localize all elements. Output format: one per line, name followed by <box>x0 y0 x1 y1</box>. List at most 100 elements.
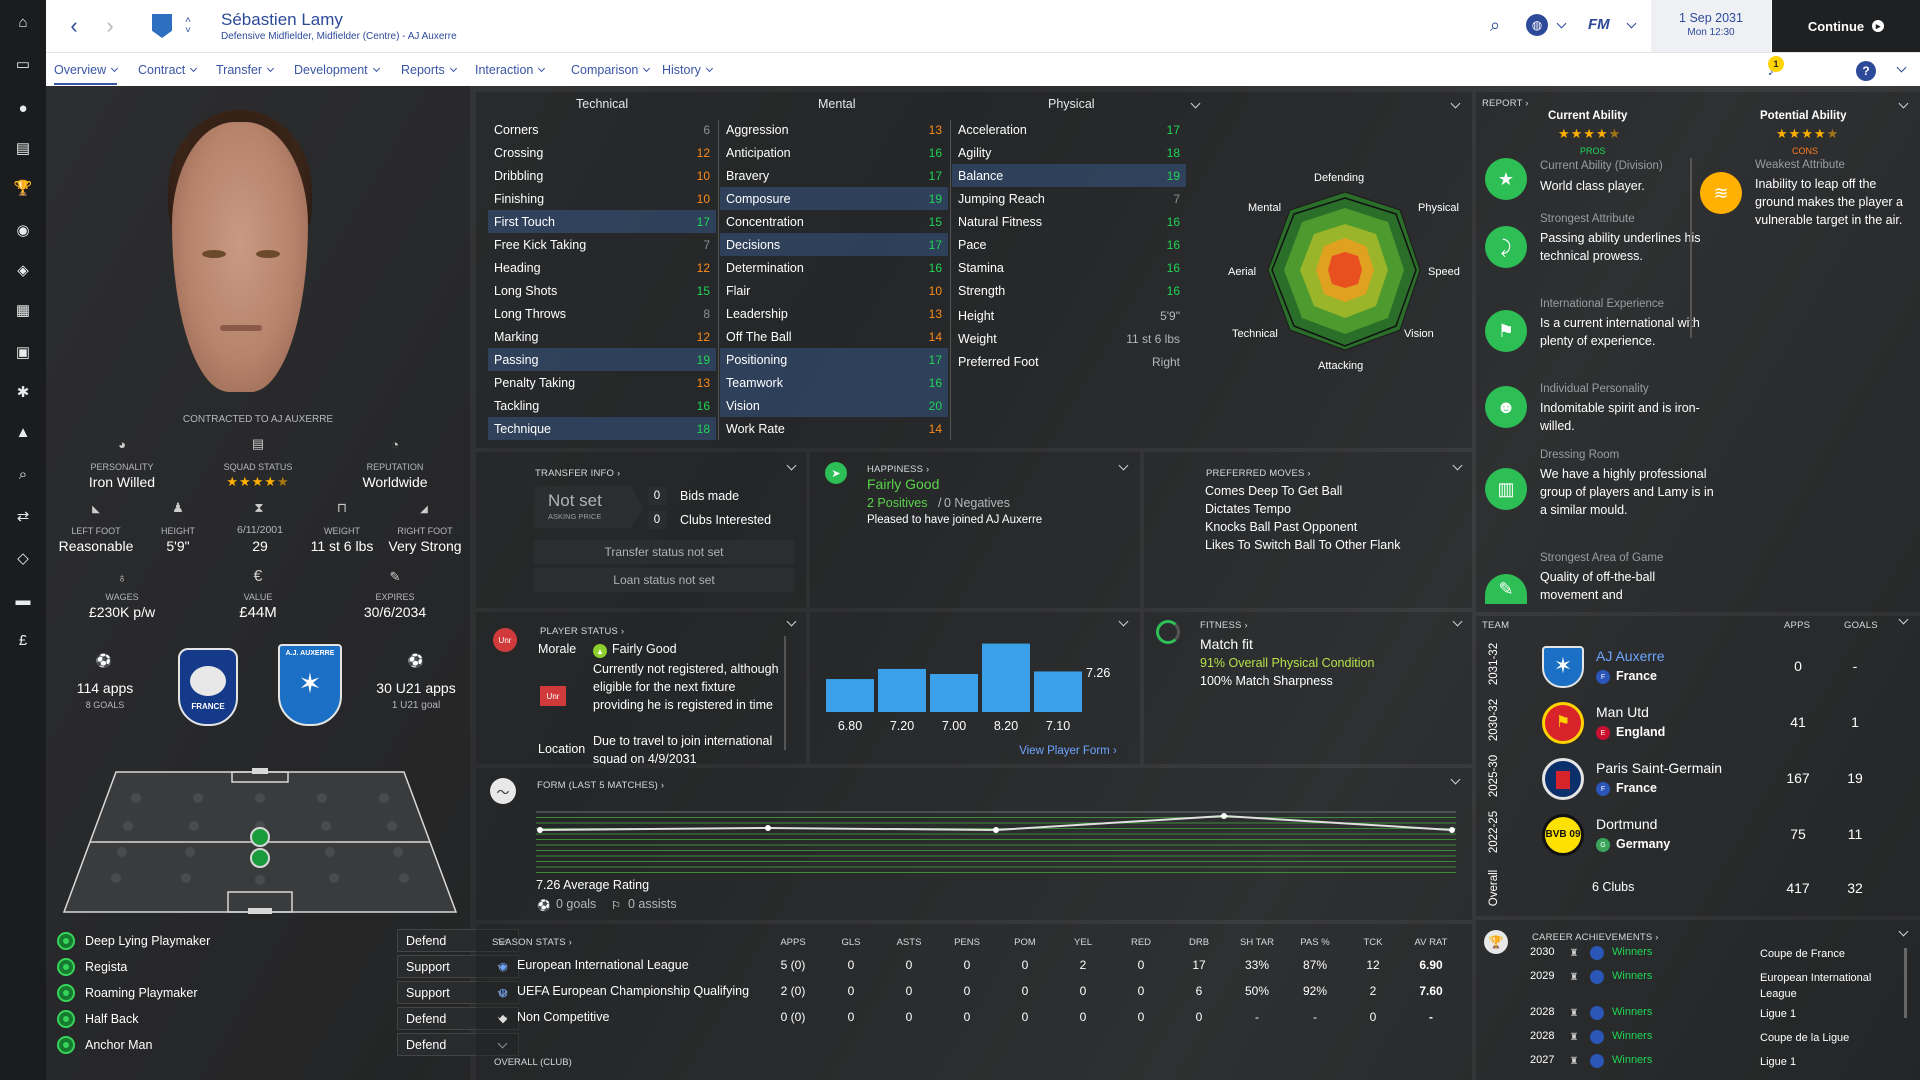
competitions-icon[interactable]: 🏆 <box>13 180 33 197</box>
attribute-row[interactable]: Corners 6 <box>488 118 716 141</box>
loan-status-button[interactable]: Loan status not set <box>534 568 794 592</box>
attribute-row[interactable]: Height 5'9" <box>952 304 1186 327</box>
home-icon[interactable]: ⌂ <box>18 13 28 31</box>
attribute-row[interactable]: Jumping Reach 7 <box>952 187 1186 210</box>
pros-scrollbar[interactable] <box>1690 158 1692 338</box>
form-point[interactable] <box>537 827 543 833</box>
fm-chevron-down-icon[interactable] <box>1626 18 1637 29</box>
schedule-icon[interactable]: ▤ <box>15 140 31 157</box>
attribute-row[interactable]: Stamina 16 <box>952 256 1186 279</box>
role-row[interactable]: Anchor Man Defend <box>57 1032 519 1057</box>
data-hub-icon[interactable]: ▣ <box>15 344 31 361</box>
tab-reports[interactable]: Reports <box>401 63 457 77</box>
attribute-row[interactable]: Preferred Foot Right <box>952 350 1186 373</box>
form-point[interactable] <box>1221 813 1227 819</box>
attribute-row[interactable]: Free Kick Taking 7 <box>488 233 716 256</box>
attribute-row[interactable]: Balance 19 <box>952 164 1186 187</box>
form-bar[interactable] <box>878 668 926 712</box>
scouting-icon[interactable]: ⌕ <box>18 465 28 483</box>
club-name[interactable]: Man Utd <box>1596 704 1649 720</box>
attribute-row[interactable]: Leadership 13 <box>720 302 948 325</box>
form-bar[interactable] <box>826 679 874 712</box>
status-scrollbar[interactable] <box>784 636 786 750</box>
competition-name[interactable]: Non Competitive <box>517 1010 610 1024</box>
fitness-title[interactable]: FITNESS › <box>1200 620 1248 631</box>
attribute-row[interactable]: Bravery 17 <box>720 164 948 187</box>
role-duty-select[interactable]: Defend <box>397 929 519 952</box>
attribute-row[interactable]: Passing 19 <box>488 348 716 371</box>
tactics-icon[interactable]: ▦ <box>15 302 31 319</box>
attribute-row[interactable]: Penalty Taking 13 <box>488 371 716 394</box>
attribute-row[interactable]: Technique 18 <box>488 417 716 440</box>
role-row[interactable]: Deep Lying Playmaker Defend <box>57 928 519 953</box>
menu-chevron-icon[interactable] <box>1896 62 1907 73</box>
role-duty-select[interactable]: Defend <box>397 1033 519 1056</box>
attribute-row[interactable]: Strength 16 <box>952 279 1186 302</box>
attribute-row[interactable]: Acceleration 17 <box>952 118 1186 141</box>
back-arrow-icon[interactable]: ‹ <box>70 13 78 38</box>
continue-button[interactable]: Continue ▸ <box>1772 0 1920 52</box>
view-player-form-button[interactable]: View Player Form › <box>1008 740 1128 762</box>
dev-centre-icon[interactable]: ✱ <box>16 384 30 401</box>
preferred-moves-title[interactable]: PREFERRED MOVES › <box>1206 468 1311 479</box>
attribute-row[interactable]: First Touch 17 <box>488 210 716 233</box>
help-icon[interactable]: ? <box>1856 61 1876 81</box>
attribute-row[interactable]: Work Rate 14 <box>720 417 948 440</box>
attribute-row[interactable]: Composure 19 <box>720 187 948 210</box>
stats-column-header[interactable]: PAS % <box>1300 937 1330 948</box>
attribute-row[interactable]: Anticipation 16 <box>720 141 948 164</box>
role-row[interactable]: Roaming Playmaker Support <box>57 980 519 1005</box>
training-icon[interactable]: ▲ <box>15 423 31 441</box>
search-icon[interactable]: ⌕ <box>1489 14 1501 35</box>
form-title[interactable]: FORM (LAST 5 MATCHES) › <box>537 780 665 791</box>
form-point[interactable] <box>765 825 771 831</box>
role-row[interactable]: Regista Support <box>57 954 519 979</box>
inbox-icon[interactable]: ▭ <box>15 56 31 73</box>
attribute-row[interactable]: Heading 12 <box>488 256 716 279</box>
attribute-row[interactable]: Vision 20 <box>720 394 948 417</box>
attribute-row[interactable]: Long Shots 15 <box>488 279 716 302</box>
form-bar[interactable] <box>930 674 978 712</box>
stats-column-header[interactable]: POM <box>1014 937 1036 948</box>
transfer-info-title[interactable]: TRANSFER INFO › <box>535 468 621 479</box>
competition-name[interactable]: UEFA European Championship Qualifying <box>517 984 750 998</box>
fm-logo[interactable]: FM <box>1588 16 1610 33</box>
happiness-title[interactable]: HAPPINESS › <box>867 464 930 475</box>
stats-column-header[interactable]: PENS <box>954 937 980 948</box>
attribute-row[interactable]: Positioning 17 <box>720 348 948 371</box>
attribute-row[interactable]: Tackling 16 <box>488 394 716 417</box>
form-bar[interactable] <box>982 643 1030 712</box>
squad-icon[interactable]: ● <box>18 99 28 117</box>
chevron-down-icon[interactable] <box>1556 18 1567 29</box>
stats-column-header[interactable]: AV RAT <box>1414 937 1448 948</box>
attribute-row[interactable]: Agility 18 <box>952 141 1186 164</box>
role-duty-select[interactable]: Defend <box>397 1007 519 1030</box>
form-point[interactable] <box>993 827 999 833</box>
attribute-row[interactable]: Teamwork 16 <box>720 371 948 394</box>
stats-column-header[interactable]: RED <box>1130 937 1152 948</box>
attribute-row[interactable]: Decisions 17 <box>720 233 948 256</box>
attribute-row[interactable]: Concentration 15 <box>720 210 948 233</box>
stats-column-header[interactable]: APPS <box>780 937 806 948</box>
role-duty-select[interactable]: Support <box>397 981 519 1004</box>
attribute-row[interactable]: Marking 12 <box>488 325 716 348</box>
stats-column-header[interactable]: DRB <box>1188 937 1210 948</box>
achievements-title[interactable]: CAREER ACHIEVEMENTS › <box>1532 932 1659 943</box>
tab-transfer[interactable]: Transfer <box>216 63 275 77</box>
up-down-arrows-icon[interactable]: ˄ ˅ <box>185 15 191 36</box>
attribute-row[interactable]: Finishing 10 <box>488 187 716 210</box>
tab-contract[interactable]: Contract <box>138 63 198 77</box>
staff-icon[interactable]: ◉ <box>16 222 30 239</box>
tab-development[interactable]: Development <box>294 63 380 77</box>
stats-column-header[interactable]: YEL <box>1074 937 1092 948</box>
attribute-row[interactable]: Determination 16 <box>720 256 948 279</box>
form-bar[interactable] <box>1034 671 1082 712</box>
club-name[interactable]: AJ Auxerre <box>1596 648 1665 664</box>
club-info-icon[interactable]: ▬ <box>15 591 31 609</box>
transfers-icon[interactable]: ⇄ <box>16 508 30 525</box>
attribute-row[interactable]: Pace 16 <box>952 233 1186 256</box>
competition-name[interactable]: European International League <box>517 958 689 972</box>
tab-comparison[interactable]: Comparison <box>571 63 651 77</box>
attribute-row[interactable]: Aggression 13 <box>720 118 948 141</box>
attribute-row[interactable]: Natural Fitness 16 <box>952 210 1186 233</box>
